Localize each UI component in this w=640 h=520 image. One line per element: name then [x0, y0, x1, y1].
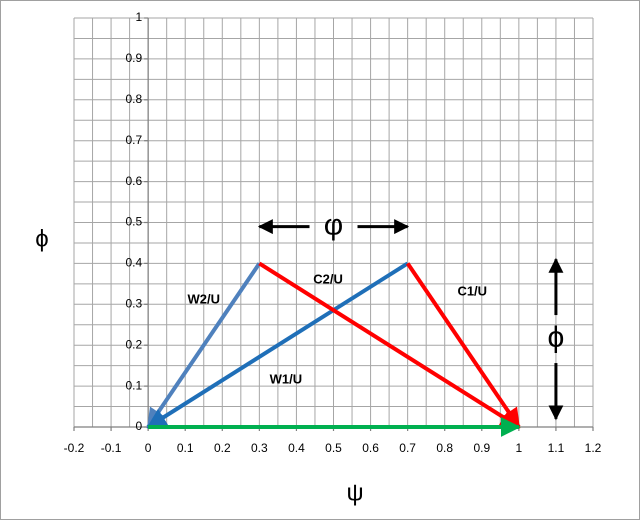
y-tick-label: 0.9 [125, 51, 142, 65]
y-tick-label: 0 [135, 419, 142, 433]
x-axis-label: ψ [346, 479, 363, 506]
y-tick-label: 0.5 [125, 215, 142, 229]
y-tick-label: 0.8 [125, 92, 142, 106]
x-tick-label: 0.5 [325, 441, 342, 455]
x-tick-label: 1 [516, 441, 523, 455]
x-tick-label: 0.8 [436, 441, 453, 455]
vector-label: W1/U [270, 372, 303, 387]
x-tick-label: 0.7 [399, 441, 416, 455]
x-tick-label: 0.2 [214, 441, 231, 455]
vector-label: W2/U [188, 292, 221, 307]
y-tick-label: 0.4 [125, 256, 142, 270]
x-tick-label: 0.1 [177, 441, 194, 455]
y-axis-label: ϕ [35, 225, 48, 252]
annotation-text: φ [324, 209, 343, 242]
vector-arrow [146, 262, 262, 429]
x-tick-label: 0.9 [473, 441, 490, 455]
x-tick-label: 0.3 [251, 441, 268, 455]
vector-arrow [146, 261, 409, 429]
x-tick-label: 0.6 [362, 441, 379, 455]
y-tick-label: 1 [135, 10, 142, 24]
x-tick-label: 0.4 [288, 441, 305, 455]
x-tick-label: 1.1 [548, 441, 565, 455]
vector-arrow [405, 262, 521, 429]
vector-label: C2/U [313, 272, 343, 287]
x-tick-label: 0 [145, 441, 152, 455]
x-tick-label: 1.2 [585, 441, 602, 455]
annotation-text: ϕ [548, 321, 565, 354]
y-tick-label: 0.1 [125, 378, 142, 392]
y-tick-label: 0.3 [125, 296, 142, 310]
y-tick-label: 0.7 [125, 133, 142, 147]
vector-arrow [258, 261, 521, 429]
x-tick-label: -0.1 [101, 441, 122, 455]
y-tick-label: 0.6 [125, 174, 142, 188]
vector-label: C1/U [457, 284, 487, 299]
x-tick-label: -0.2 [64, 441, 85, 455]
y-tick-label: 0.2 [125, 337, 142, 351]
